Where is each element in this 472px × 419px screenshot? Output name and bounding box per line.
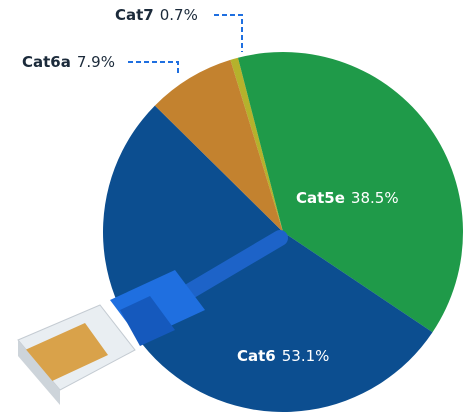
slice-label: Cat5e 38.5% [296, 189, 399, 207]
cable-illustration [17, 230, 288, 405]
slice-label: Cat6a 7.9% [22, 53, 115, 71]
leader-line [128, 61, 179, 76]
pie-slice [230, 57, 283, 233]
value-label: 7.9% [77, 53, 115, 71]
slice-label: Cat7 0.7% [115, 6, 198, 24]
category-name: Cat6 [237, 347, 276, 365]
category-name: Cat7 [115, 6, 154, 24]
slice-label: Cat6 53.1% [237, 347, 329, 365]
pie-slice [237, 51, 464, 333]
value-label: 38.5% [351, 189, 399, 207]
pie-slice [154, 59, 283, 232]
category-name: Cat5e [296, 189, 345, 207]
leader-line [214, 14, 243, 52]
pie-slice [102, 105, 433, 413]
pie [102, 51, 464, 413]
labels: Cat7 0.7% Cat5e 38.5% Cat6 53.1% Cat6a 7.9% [22, 6, 399, 365]
category-name: Cat6a [22, 53, 71, 71]
value-label: 53.1% [282, 347, 330, 365]
value-label: 0.7% [160, 6, 198, 24]
